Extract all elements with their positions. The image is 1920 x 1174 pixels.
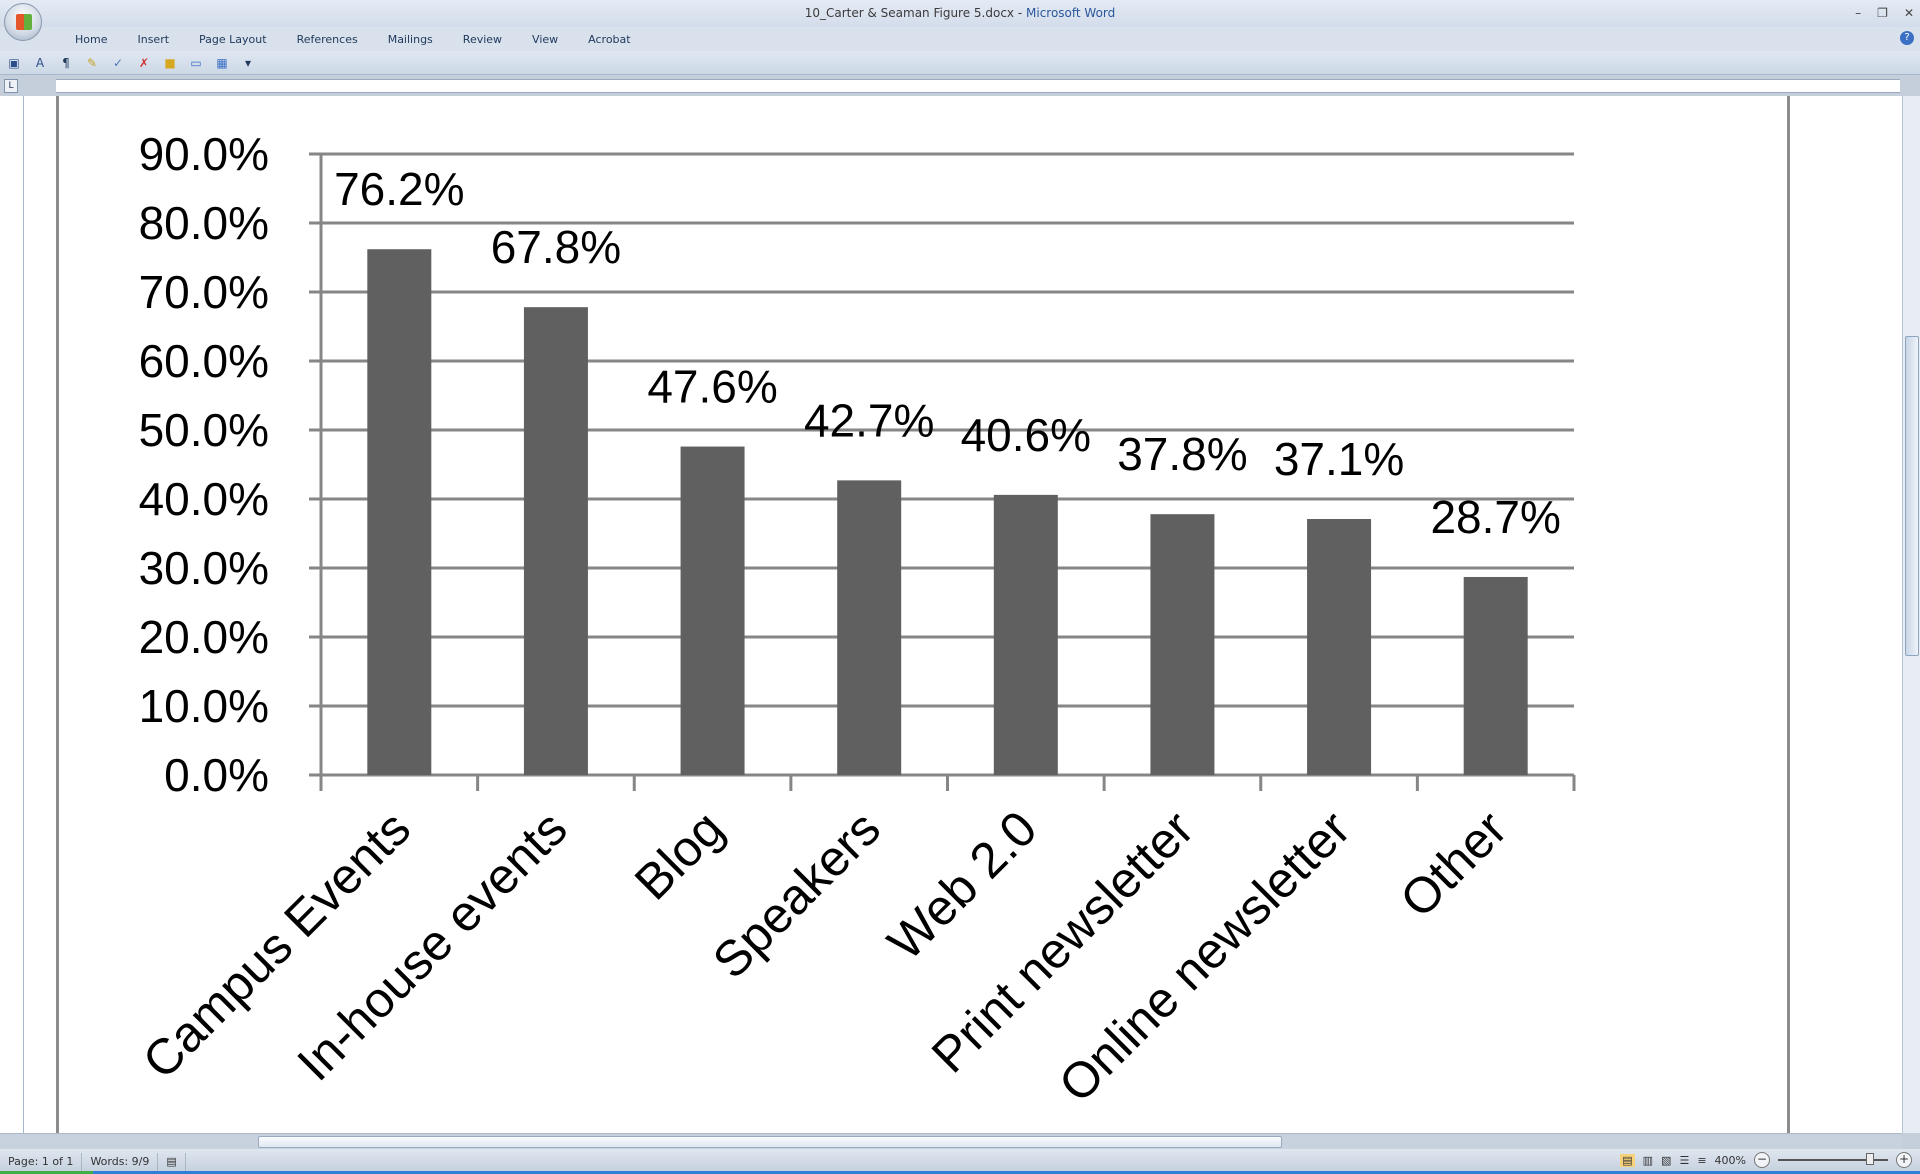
y-tick-label: 60.0% <box>139 335 269 387</box>
folder-icon[interactable]: ■ <box>164 55 176 70</box>
x-tick-label: Blog <box>624 800 734 910</box>
x-tick-label: Speakers <box>702 800 891 989</box>
x-tick-label: Online newsletter <box>1048 800 1361 1113</box>
new-comment-icon[interactable]: ✎ <box>86 55 98 70</box>
zoom-level[interactable]: 400% <box>1714 1153 1746 1167</box>
y-tick-label: 70.0% <box>139 266 269 318</box>
pilcrow-icon[interactable]: ¶ <box>62 55 70 70</box>
page-left-edge <box>56 96 59 1133</box>
styles-icon[interactable]: A <box>35 55 45 70</box>
proofing-icon[interactable]: ▤ <box>158 1152 186 1171</box>
bar <box>1463 576 1528 775</box>
y-tick-label: 0.0% <box>164 749 269 801</box>
help-icon[interactable]: ? <box>1900 31 1914 45</box>
horizontal-ruler[interactable]: L <box>0 76 1920 96</box>
save-icon[interactable]: ▣ <box>8 55 20 70</box>
office-logo-icon <box>16 14 32 30</box>
close-icon[interactable]: ✕ <box>1903 6 1914 20</box>
x-tick-label: Print newsletter <box>921 800 1204 1083</box>
x-tick-label: Campus Events <box>132 800 421 1089</box>
track-changes-icon[interactable]: ✓ <box>112 55 124 70</box>
full-screen-reading-icon[interactable]: ▥ <box>1642 1153 1654 1167</box>
y-tick-label: 80.0% <box>139 197 269 249</box>
vertical-ruler[interactable] <box>0 96 24 1133</box>
ribbon-tabs: Home Insert Page Layout References Maili… <box>0 27 1920 51</box>
vertical-scrollbar[interactable] <box>1902 96 1920 1133</box>
bar <box>993 494 1058 775</box>
print-layout-icon[interactable]: ▤ <box>1620 1153 1635 1167</box>
y-tick-label: 40.0% <box>139 473 269 525</box>
title-bar: 10_Carter & Seaman Figure 5.docx - Micro… <box>0 0 1920 27</box>
document-area <box>24 96 1902 1133</box>
vertical-scroll-thumb[interactable] <box>1905 336 1919 656</box>
tab-references[interactable]: References <box>296 32 358 46</box>
tab-home[interactable]: Home <box>75 32 108 46</box>
reject-icon[interactable]: ✗ <box>138 55 150 70</box>
tab-page-layout[interactable]: Page Layout <box>199 32 267 46</box>
bar <box>1150 514 1215 775</box>
web-layout-icon[interactable]: ▧ <box>1661 1153 1672 1167</box>
bar <box>367 249 432 776</box>
x-tick-label: Other <box>1389 800 1517 928</box>
minimize-icon[interactable]: – <box>1855 6 1862 20</box>
tab-selector[interactable]: L <box>4 79 18 93</box>
bar <box>1307 519 1372 775</box>
data-label: 76.2% <box>334 163 464 215</box>
app-name: Microsoft Word <box>1026 6 1116 20</box>
window-icon[interactable]: ▭ <box>190 55 202 70</box>
y-tick-label: 30.0% <box>139 542 269 594</box>
document-title: 10_Carter & Seaman Figure 5.docx <box>804 6 1015 20</box>
data-label: 42.7% <box>804 394 934 446</box>
tab-insert[interactable]: Insert <box>137 32 170 46</box>
tab-acrobat[interactable]: Acrobat <box>588 32 631 46</box>
page-right-edge <box>1787 96 1790 1133</box>
y-tick-label: 20.0% <box>139 611 269 663</box>
draft-icon[interactable]: ≡ <box>1697 1153 1707 1167</box>
quick-access-toolbar: ▣ A ¶ ✎ ✓ ✗ ■ ▭ ▦ ▾ <box>0 51 1920 75</box>
zoom-slider[interactable] <box>1778 1153 1888 1165</box>
page-count[interactable]: Page: 1 of 1 <box>0 1152 83 1171</box>
data-label: 67.8% <box>491 221 621 273</box>
y-tick-label: 90.0% <box>139 128 269 180</box>
data-label: 37.1% <box>1274 433 1404 485</box>
table-icon[interactable]: ▦ <box>216 55 228 70</box>
bar <box>837 480 902 775</box>
customize-dropdown-icon[interactable]: ▾ <box>244 55 252 70</box>
horizontal-scrollbar[interactable] <box>0 1133 1902 1149</box>
y-tick-label: 10.0% <box>139 680 269 732</box>
bar <box>680 446 745 775</box>
data-label: 40.6% <box>961 409 1091 461</box>
office-button[interactable] <box>4 3 42 41</box>
tab-view[interactable]: View <box>532 32 559 46</box>
horizontal-scroll-thumb[interactable] <box>258 1136 1282 1148</box>
zoom-in-icon[interactable]: + <box>1896 1152 1912 1168</box>
x-tick-label: In-house events <box>287 800 578 1091</box>
status-bar: Page: 1 of 1 Words: 9/9 ▤ ▤ ▥ ▧ ☰ ≡ 400%… <box>0 1149 1920 1174</box>
zoom-slider-handle[interactable] <box>1866 1153 1874 1165</box>
y-tick-label: 50.0% <box>139 404 269 456</box>
zoom-out-icon[interactable]: − <box>1754 1152 1770 1168</box>
data-label: 37.8% <box>1117 428 1247 480</box>
tab-review[interactable]: Review <box>462 32 503 46</box>
tab-mailings[interactable]: Mailings <box>387 32 433 46</box>
data-label: 47.6% <box>647 361 777 413</box>
word-count[interactable]: Words: 9/9 <box>82 1152 159 1171</box>
outline-icon[interactable]: ☰ <box>1679 1153 1690 1167</box>
data-label: 28.7% <box>1430 491 1560 543</box>
restore-icon[interactable]: ❐ <box>1877 6 1888 20</box>
bar <box>523 307 588 775</box>
